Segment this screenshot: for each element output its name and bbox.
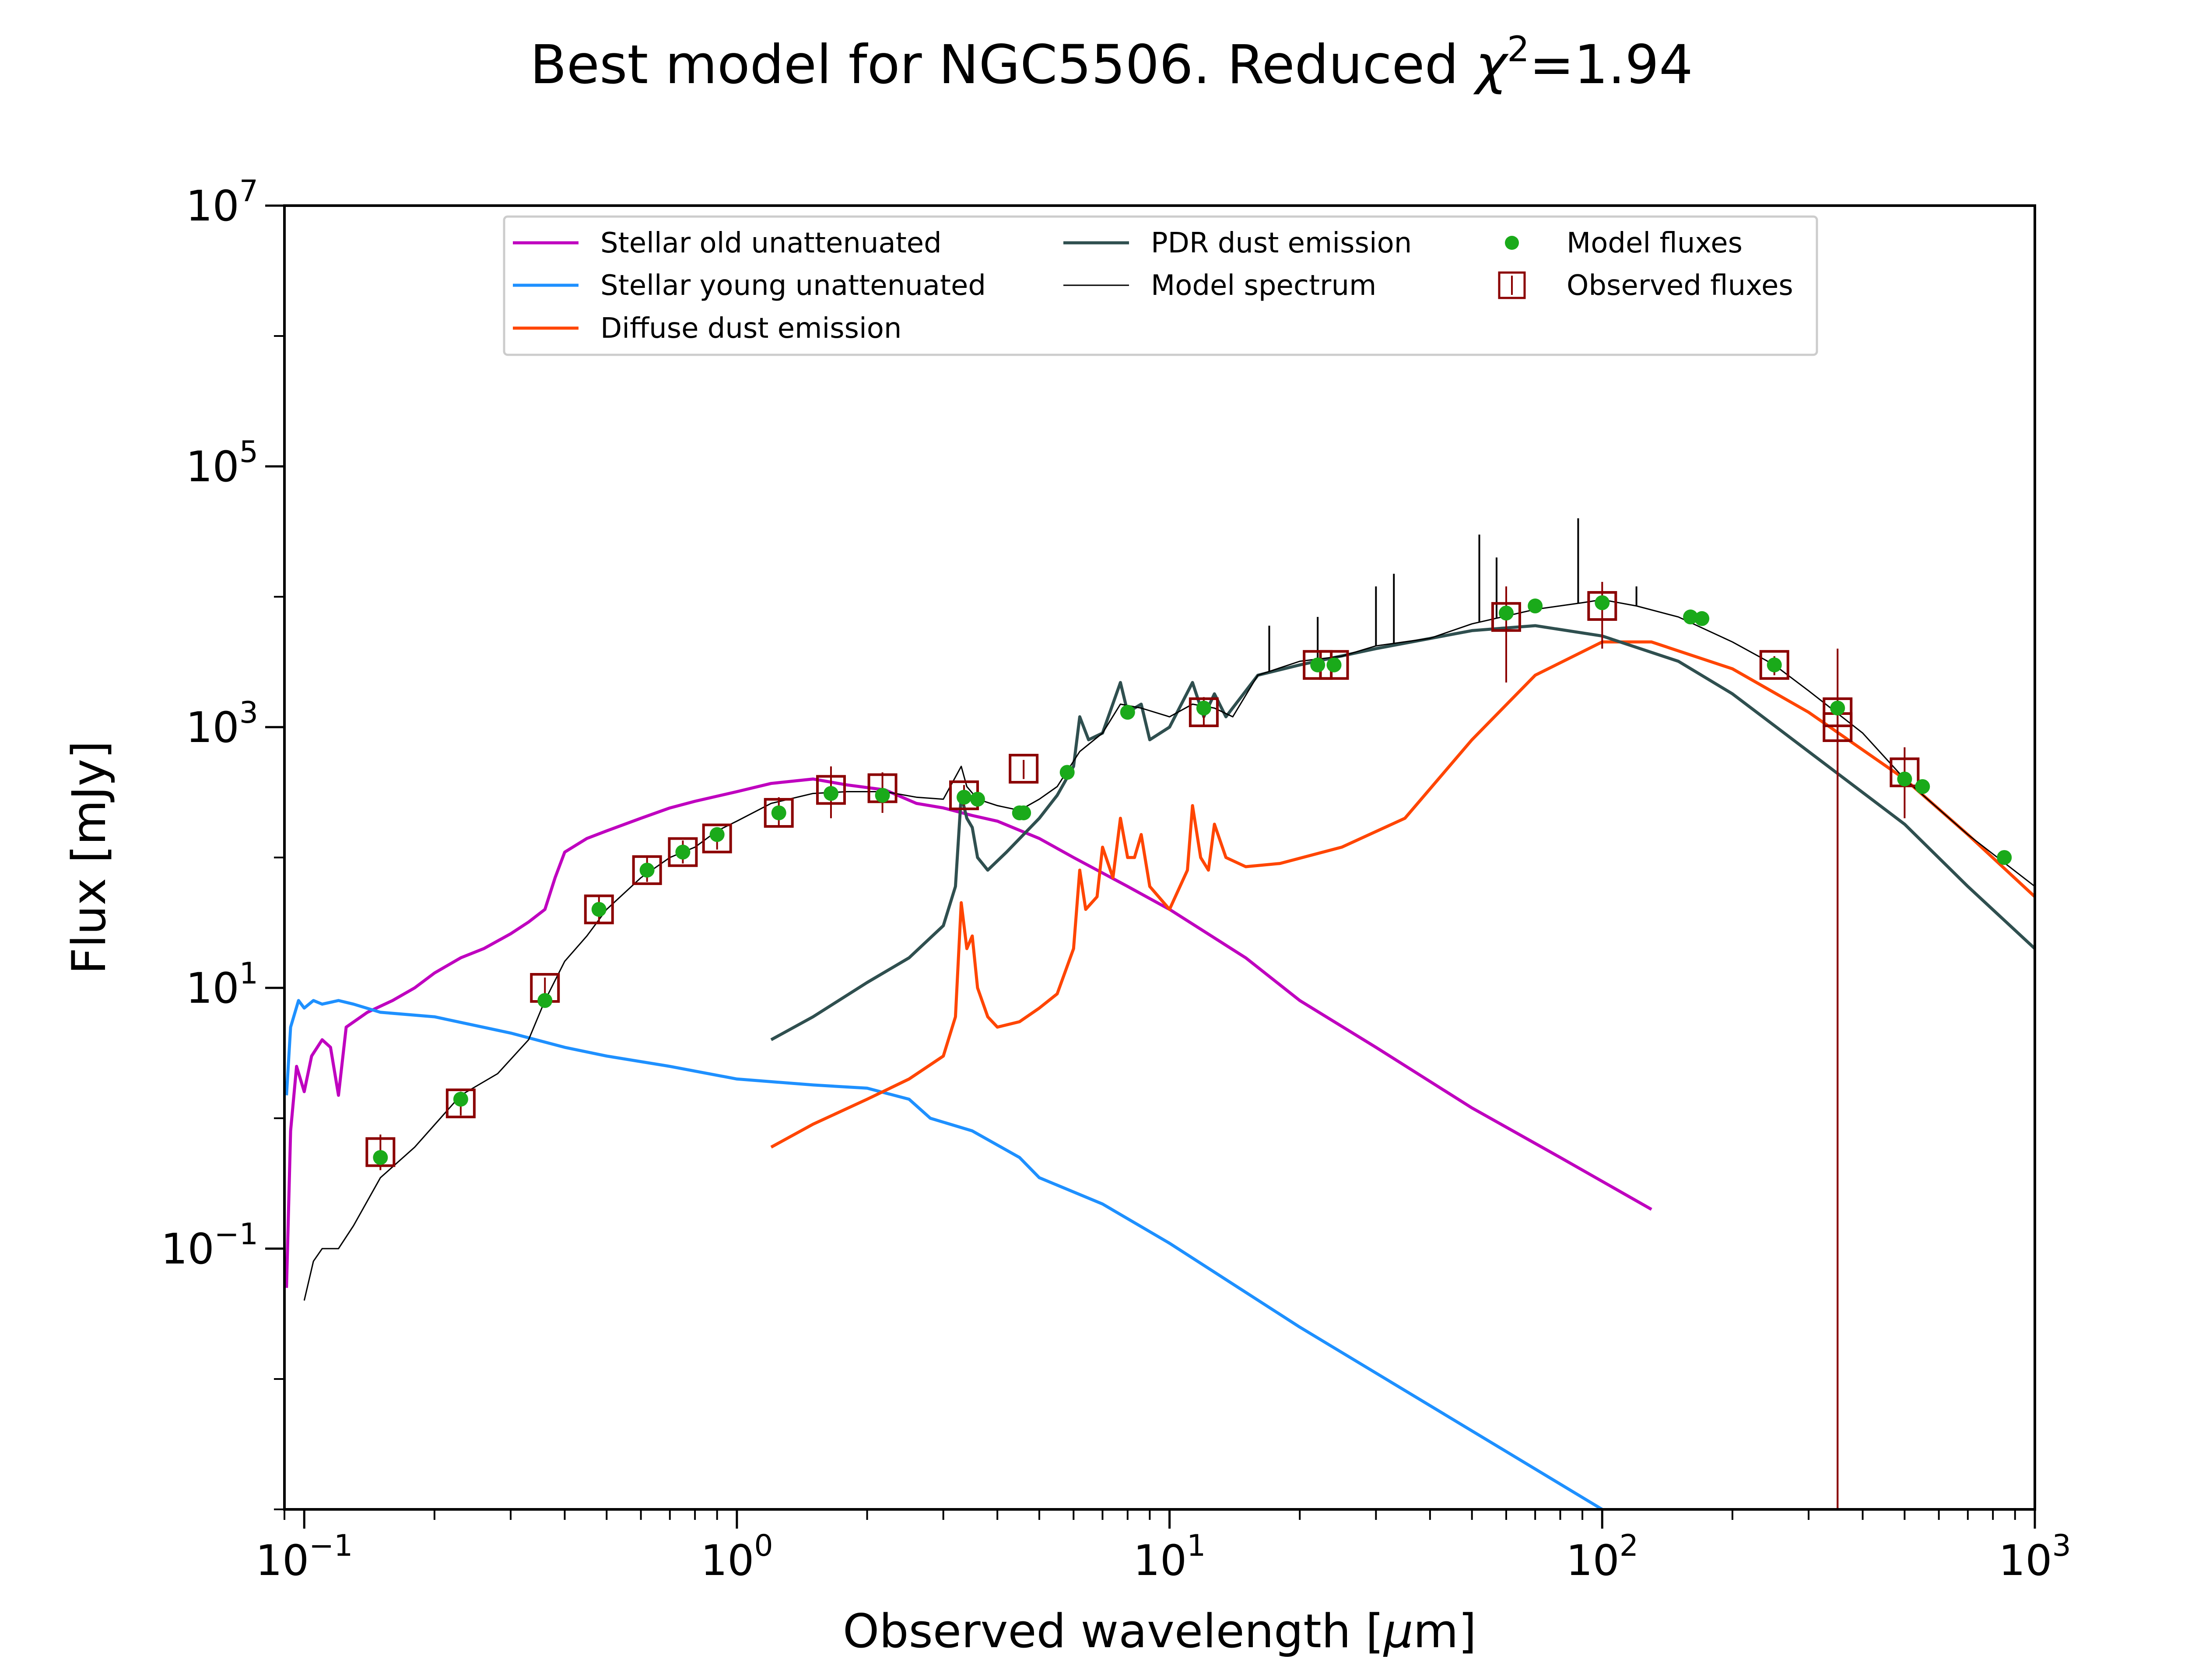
observed-flux-marker bbox=[702, 823, 732, 854]
y-tick-label: 10−1 bbox=[161, 1217, 258, 1274]
observed-flux-marker bbox=[445, 1088, 476, 1119]
observed-flux-marker bbox=[1491, 602, 1521, 632]
model-flux-marker bbox=[1897, 771, 1912, 787]
x-tick-label: 10−1 bbox=[256, 1529, 353, 1585]
model-flux-marker bbox=[1059, 765, 1075, 780]
xlabel-suffix: m] bbox=[1413, 1604, 1477, 1658]
model-flux-marker bbox=[591, 902, 607, 917]
y-axis-ticks: 10−1 101 103 105 107 bbox=[161, 174, 284, 1510]
observed-flux-marker bbox=[365, 1137, 396, 1167]
legend-item-model-fluxes: Model fluxes bbox=[1505, 227, 1743, 259]
xlabel-mu: μ bbox=[1383, 1604, 1413, 1658]
title-sup: 2 bbox=[1507, 29, 1529, 70]
title-suffix: =1.94 bbox=[1529, 34, 1693, 96]
model-flux-marker bbox=[537, 993, 553, 1008]
observed-flux-marker bbox=[1587, 591, 1617, 621]
model-flux-marker bbox=[957, 790, 972, 805]
model-flux-marker bbox=[1997, 850, 2012, 865]
x-tick-label: 100 bbox=[701, 1529, 773, 1585]
y-tick-label: 101 bbox=[186, 956, 258, 1013]
x-tick-label: 103 bbox=[1999, 1529, 2071, 1585]
observed-flux-marker bbox=[764, 798, 794, 828]
series-stellar-young-unattenuated bbox=[285, 999, 1603, 1509]
series-model-spectrum bbox=[303, 599, 2035, 1301]
model-flux-marker bbox=[675, 844, 691, 860]
legend-label: Stellar old unattenuated bbox=[600, 227, 942, 259]
observed-flux-marker bbox=[1759, 650, 1789, 680]
x-tick-label: 101 bbox=[1133, 1529, 1206, 1585]
series-stellar-old-unattenuated bbox=[285, 777, 1652, 1288]
observed-flux-marker bbox=[1009, 753, 1039, 784]
legend-swatch bbox=[1505, 236, 1519, 250]
observed-flux-marker bbox=[584, 894, 614, 924]
model-flux-marker bbox=[1683, 609, 1698, 625]
observed-flux-marker bbox=[1189, 697, 1219, 728]
legend-box bbox=[503, 215, 1818, 356]
legend-item-pdr-dust-emission: PDR dust emission bbox=[1063, 227, 1412, 259]
chart-title: Best model for NGC5506. Reduced χ2=1.94 bbox=[530, 29, 1693, 96]
plot-frame bbox=[283, 204, 2036, 1511]
spectral-lines-layer bbox=[1268, 518, 1637, 672]
y-axis-label: Flux [mJy] bbox=[62, 741, 116, 974]
observed-flux-marker bbox=[816, 775, 846, 805]
model-flux-marker bbox=[1830, 700, 1845, 716]
legend-label: Model spectrum bbox=[1151, 270, 1376, 302]
model-flux-marker bbox=[823, 786, 838, 801]
series-layer bbox=[285, 599, 2035, 1509]
model-flux-marker bbox=[970, 791, 985, 807]
legend-item-model-spectrum: Model spectrum bbox=[1063, 270, 1376, 302]
title-prefix: Best model for NGC5506. Reduced bbox=[530, 34, 1476, 96]
legend-item-stellar-old-unattenuated: Stellar old unattenuated bbox=[513, 227, 942, 259]
legend-label: Model fluxes bbox=[1567, 227, 1743, 259]
y-tick-label: 103 bbox=[186, 696, 258, 752]
model-flux-marker bbox=[1528, 598, 1543, 614]
legend-label: Observed fluxes bbox=[1567, 270, 1793, 302]
model-flux-marker bbox=[1498, 606, 1514, 621]
y-tick-label: 107 bbox=[186, 174, 258, 231]
model-flux-marker bbox=[1016, 805, 1031, 820]
observed-flux-marker bbox=[632, 855, 662, 885]
series-diffuse-dust-emission bbox=[770, 640, 2035, 1149]
legend: Stellar old unattenuated Stellar young un… bbox=[503, 215, 1818, 356]
observed-flux-marker bbox=[668, 837, 698, 867]
legend-item-stellar-young-unattenuated: Stellar young unattenuated bbox=[513, 270, 986, 302]
series-pdr-dust-emission bbox=[770, 624, 2035, 1041]
legend-item-observed-fluxes: Observed fluxes bbox=[1498, 270, 1793, 302]
model-flux-marker bbox=[1120, 705, 1135, 720]
model-flux-marker bbox=[373, 1150, 388, 1165]
errorbar-layer bbox=[379, 582, 1906, 1509]
x-axis-ticks: 10−1 100 101 102 103 bbox=[256, 1509, 2071, 1585]
model-flux-marker bbox=[453, 1092, 468, 1107]
title-chi: χ bbox=[1473, 34, 1509, 96]
model-flux-marker bbox=[1694, 611, 1710, 626]
legend-item-diffuse-dust-emission: Diffuse dust emission bbox=[513, 312, 901, 345]
model-flux-marker bbox=[639, 862, 655, 878]
x-tick-label: 102 bbox=[1566, 1529, 1638, 1585]
y-tick-label: 105 bbox=[186, 435, 258, 491]
model-flux-marker bbox=[771, 805, 786, 820]
model-flux-marker bbox=[1767, 657, 1782, 672]
model-flux-marker bbox=[875, 788, 890, 803]
xlabel-prefix: Observed wavelength [ bbox=[843, 1604, 1384, 1658]
legend-label: Stellar young unattenuated bbox=[600, 270, 986, 302]
model-flux-marker bbox=[1595, 595, 1610, 610]
observed-fluxes-layer bbox=[365, 591, 1920, 1167]
model-flux-marker bbox=[1326, 657, 1342, 672]
x-axis-label: Observed wavelength [μm] bbox=[843, 1604, 1476, 1658]
legend-label: PDR dust emission bbox=[1151, 227, 1412, 259]
legend-label: Diffuse dust emission bbox=[600, 312, 901, 345]
model-fluxes-layer bbox=[373, 595, 2012, 1165]
model-flux-marker bbox=[1196, 700, 1211, 716]
model-flux-marker bbox=[1310, 657, 1325, 672]
model-flux-marker bbox=[1915, 779, 1930, 794]
model-flux-marker bbox=[709, 827, 725, 842]
legend-swatch bbox=[1498, 271, 1526, 299]
